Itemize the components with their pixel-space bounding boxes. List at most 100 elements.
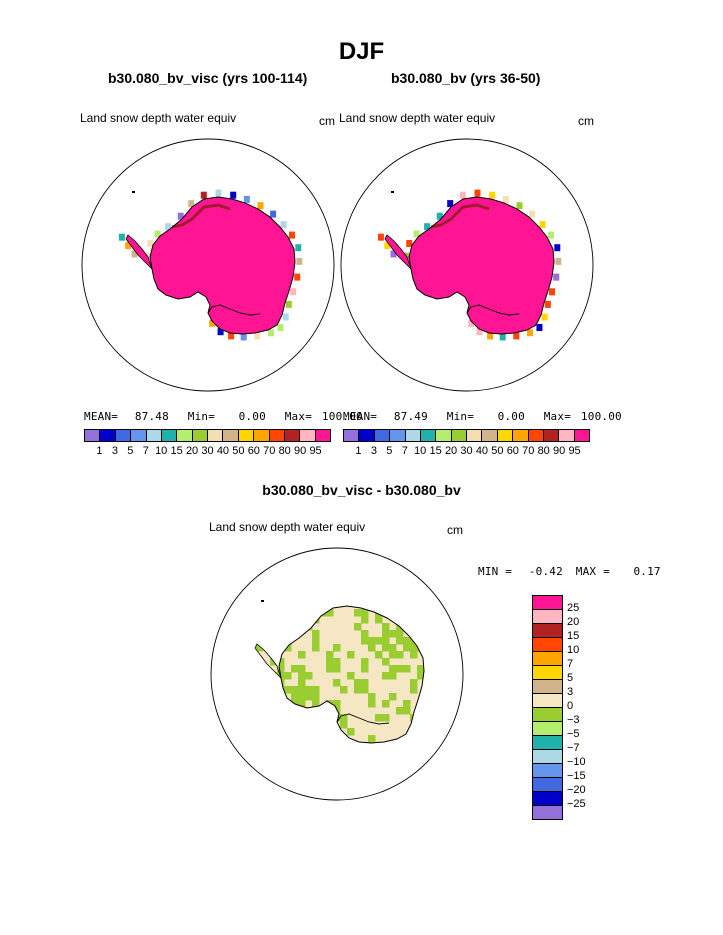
colorbar-tick-label: 60 — [247, 445, 260, 457]
grid-cell — [527, 329, 533, 337]
colorbar-tick-label: 70 — [522, 445, 535, 457]
coastal-cells — [118, 189, 303, 341]
grid-cell — [368, 700, 376, 708]
colorbar-swatch — [405, 430, 421, 441]
colorbar-tick-label: −5 — [567, 728, 580, 740]
grid-cell — [361, 637, 369, 645]
grid-cell — [499, 333, 506, 341]
grid-cell — [188, 200, 195, 208]
grid-cell — [410, 651, 418, 659]
grid-cell — [312, 693, 320, 701]
colorbar-swatch — [574, 430, 589, 441]
grid-cell — [459, 191, 466, 199]
grid-cell — [474, 189, 481, 197]
grid-cell — [375, 714, 383, 722]
grid-cell — [384, 242, 391, 250]
grid-cell — [282, 313, 289, 321]
colorbar-swatch — [533, 624, 562, 638]
colorbar-swatch — [223, 430, 239, 441]
grid-cell — [417, 665, 424, 673]
colorbar-swatch — [559, 430, 575, 441]
grid-cell — [403, 707, 411, 715]
coastline — [408, 196, 555, 335]
colorbar-swatch — [533, 610, 562, 624]
colorbar-swatch — [177, 430, 193, 441]
diff-max-value: 0.17 — [633, 565, 661, 578]
colorbar-swatch — [451, 430, 467, 441]
right-colorbar — [343, 429, 590, 442]
continent-fill — [409, 197, 554, 334]
grid-cell — [290, 288, 297, 296]
island-mark — [132, 191, 135, 193]
grid-cell — [539, 221, 546, 229]
grid-cell — [368, 637, 376, 645]
grid-cell — [554, 244, 561, 252]
grid-cell — [312, 644, 320, 652]
colorbar-tick-label: 5 — [386, 445, 393, 457]
colorbar-tick-label: 80 — [537, 445, 550, 457]
colorbar-tick-label: 7 — [142, 445, 149, 457]
colorbar-tick-label: 30 — [460, 445, 473, 457]
left-colorbar — [84, 429, 331, 442]
colorbar-tick-label: −15 — [567, 770, 586, 782]
colorbar-swatch — [482, 430, 498, 441]
colorbar-tick-label: 25 — [567, 602, 580, 614]
colorbar-swatch — [533, 764, 562, 778]
grid-cell — [375, 616, 383, 624]
grid-cell — [403, 644, 411, 652]
coastal-band — [171, 203, 231, 229]
grid-cell — [549, 288, 556, 296]
grid-cell — [487, 332, 494, 340]
grid-cell — [382, 644, 390, 652]
grid-cell — [125, 242, 132, 250]
colorbar-tick-label: 70 — [263, 445, 276, 457]
peninsula-fill — [125, 234, 153, 270]
grid-cell — [368, 644, 376, 652]
colorbar-swatch — [543, 430, 560, 441]
grid-cell — [217, 328, 224, 336]
grid-cell — [447, 200, 454, 208]
colorbar-swatch — [533, 778, 562, 792]
coastline — [278, 605, 425, 744]
colorbar-swatch — [436, 430, 452, 441]
grid-cell — [417, 672, 424, 680]
grid-cell — [256, 644, 264, 652]
grid-cell — [382, 637, 390, 645]
colorbar-tick-label: 10 — [567, 644, 580, 656]
diff-polar-map — [210, 547, 464, 801]
colorbar-tick-label: 40 — [475, 445, 489, 457]
grid-cell — [406, 240, 413, 247]
grid-cell — [277, 665, 285, 673]
grid-cell — [326, 609, 334, 617]
left-variable-label: Land snow depth water equiv — [80, 111, 237, 125]
grid-cell — [312, 637, 320, 645]
grid-cell — [361, 665, 369, 673]
grid-cell — [340, 714, 348, 722]
grid-cell — [382, 623, 390, 631]
colorbar-tick-label: 20 — [567, 616, 580, 628]
island-mark — [391, 191, 394, 193]
grid-cell — [354, 609, 362, 617]
grid-cell — [312, 700, 320, 708]
grid-cell — [305, 672, 313, 680]
grid-cell — [382, 672, 390, 680]
colorbar-swatch — [533, 638, 562, 652]
colorbar-swatch — [467, 430, 483, 441]
colorbar-tick-label: 15 — [567, 630, 580, 642]
right-map-title: b30.080_bv (yrs 36-50) — [391, 70, 541, 86]
colorbar-tick-label: 10 — [414, 445, 427, 457]
colorbar-tick-label: −7 — [567, 742, 580, 754]
diff-variable-label: Land snow depth water equiv — [209, 520, 366, 534]
colorbar-swatch — [115, 430, 132, 441]
right-max-value: 100.00 — [580, 410, 622, 423]
grid-cell — [361, 658, 369, 666]
grid-cell — [403, 637, 411, 645]
grid-cell — [228, 332, 235, 340]
grid-cell — [536, 324, 543, 331]
colorbar-tick-label: 0 — [567, 700, 574, 712]
continent-fill — [150, 197, 295, 334]
grid-cell — [298, 700, 306, 708]
grid-cell — [413, 230, 420, 238]
grid-cell — [389, 693, 397, 701]
grid-cell — [270, 210, 277, 218]
